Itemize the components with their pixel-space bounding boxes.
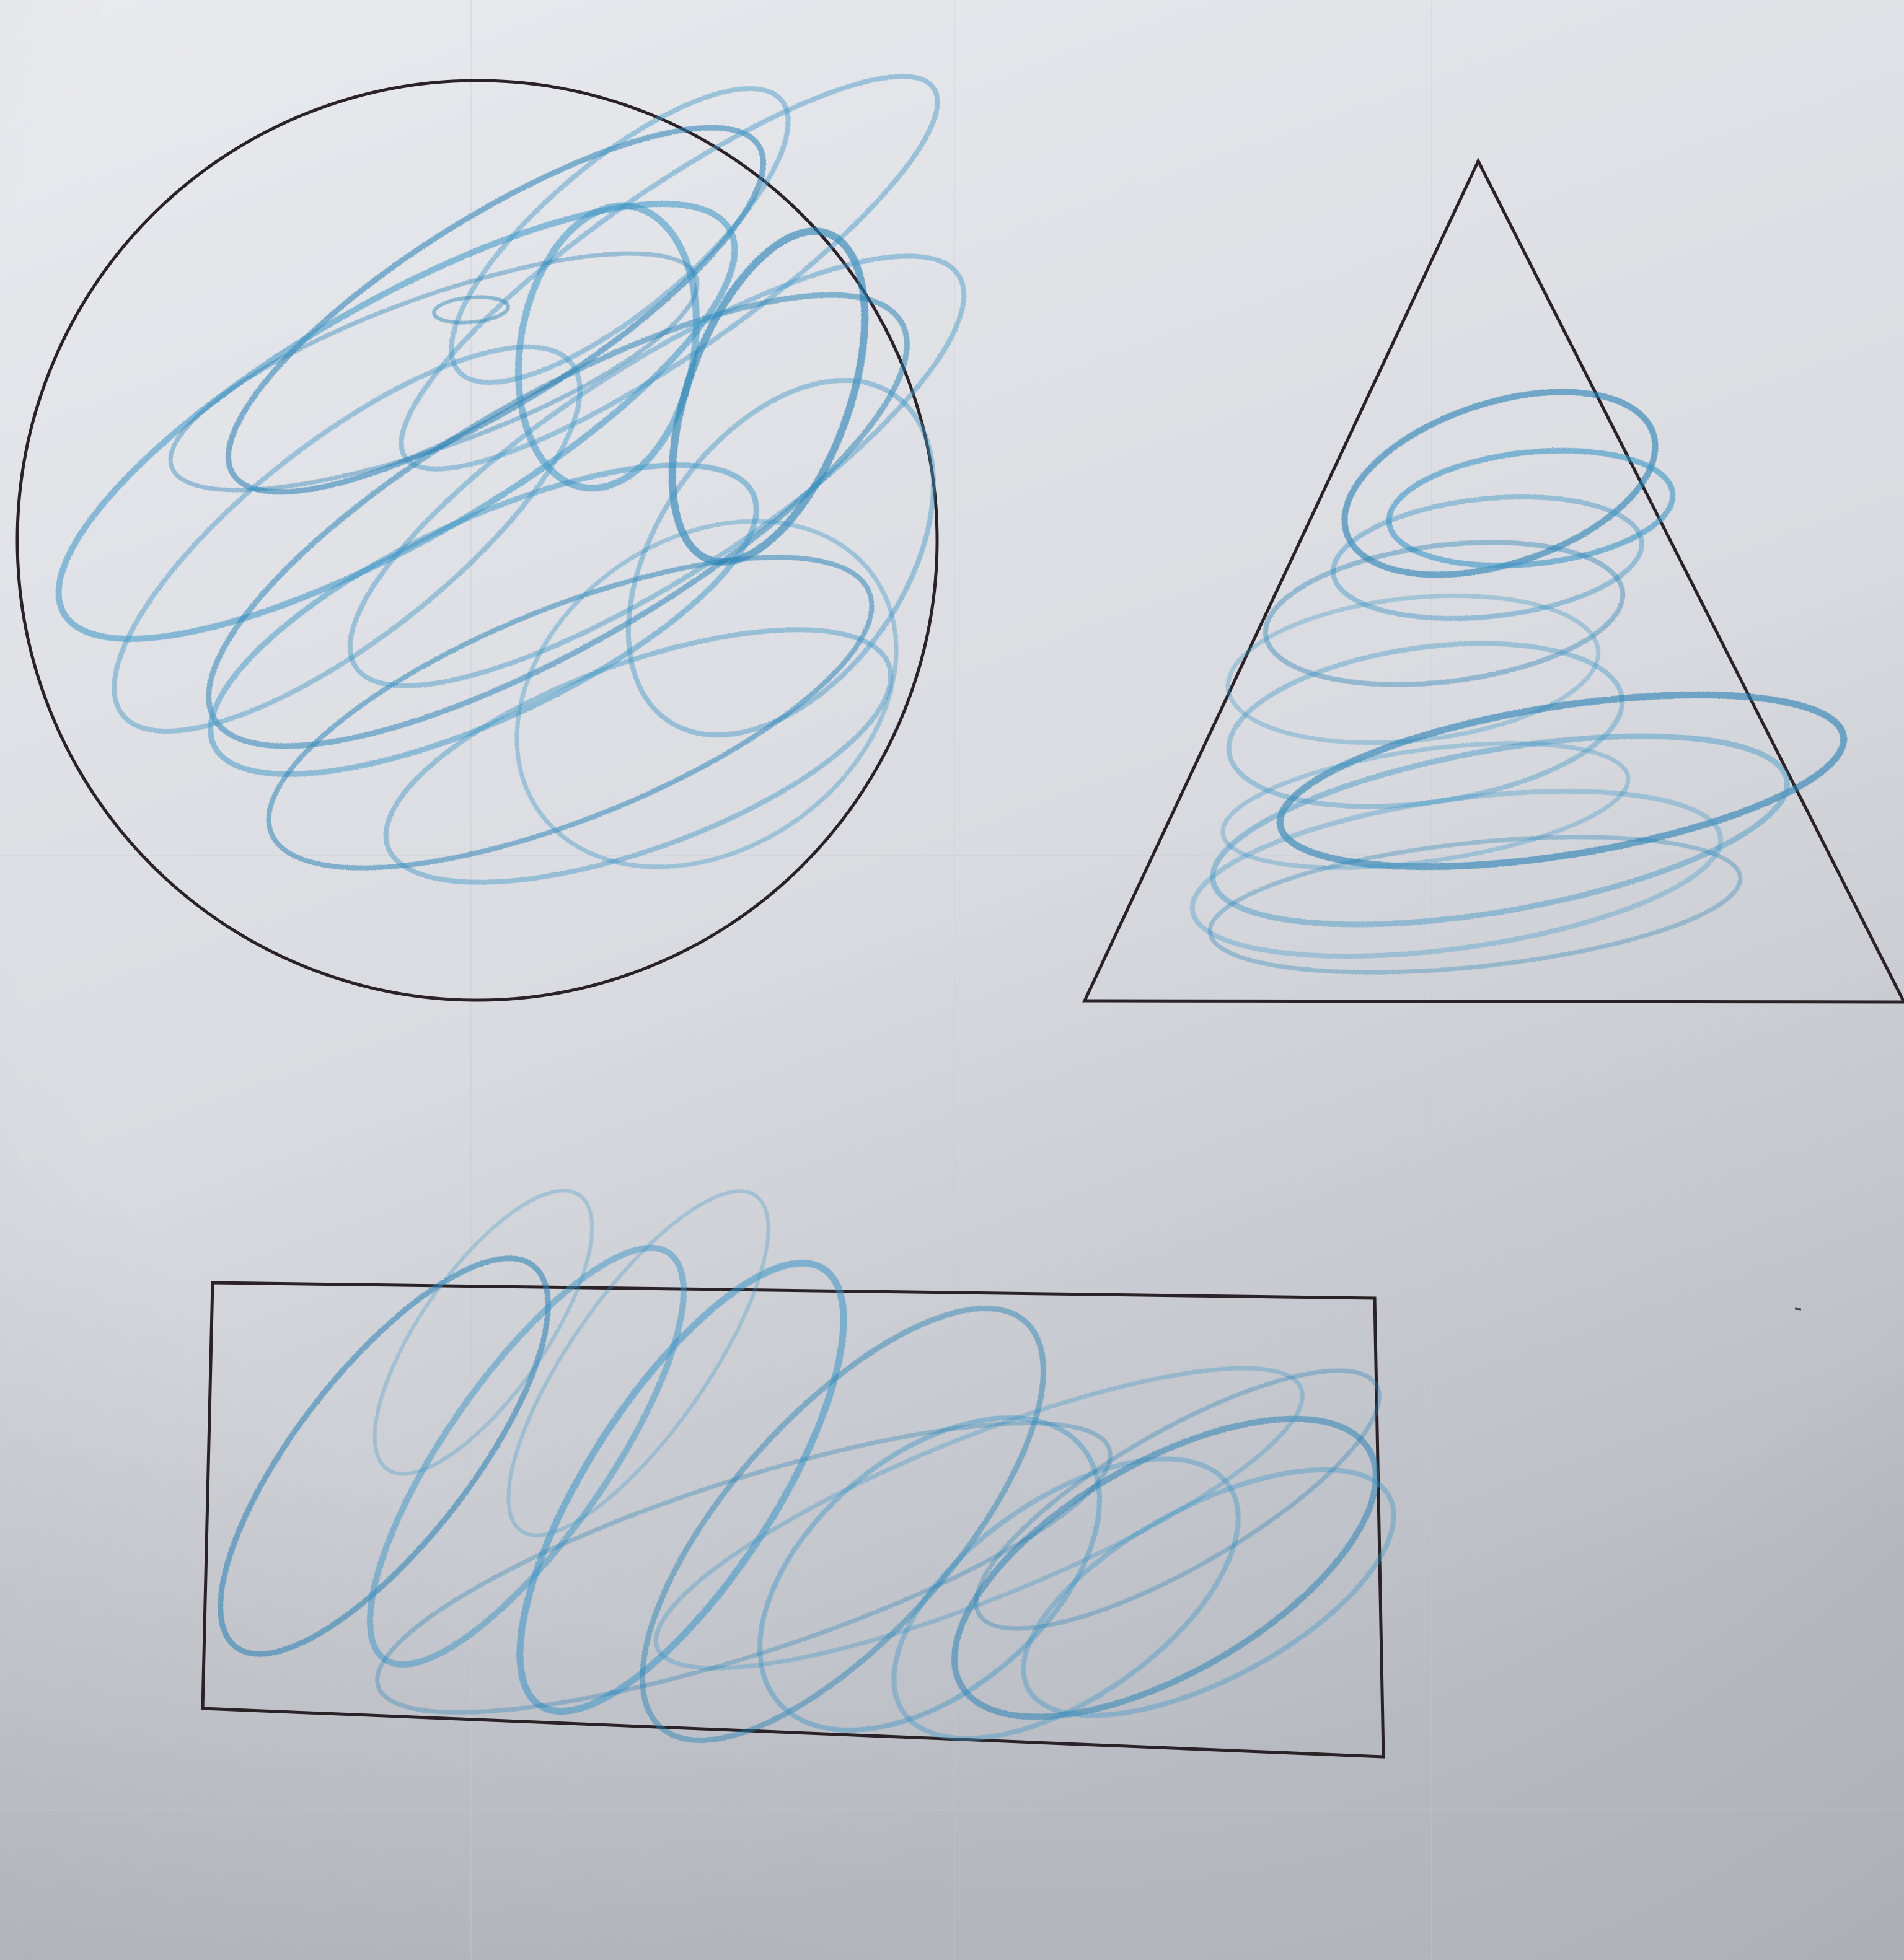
circle-outline [15, 79, 939, 1002]
scribble-loop [1225, 593, 1601, 745]
scribble-loop [1210, 733, 1790, 928]
scribble-loop [432, 295, 510, 325]
rectangle-outline [201, 1281, 1385, 1759]
scribble-loop [974, 1368, 1382, 1631]
scribble-loop [218, 1255, 551, 1657]
triangle-scribble [1189, 389, 1848, 975]
scribble-loop [375, 1421, 1113, 1715]
scribble-loop [168, 251, 700, 493]
scribble-loop [1220, 741, 1631, 870]
scribble-loop [112, 344, 583, 734]
scribble-loop [891, 1456, 1241, 1741]
scribble-loop [208, 462, 759, 777]
scribble-loop [653, 1366, 1305, 1671]
scribble-loop [266, 555, 875, 871]
scribble-loop [1189, 788, 1724, 959]
triangle-outline [1082, 157, 1904, 1004]
scribble-loop [372, 1189, 594, 1476]
scribble-loop [668, 227, 869, 566]
rectangle-scribble [218, 1189, 1396, 1743]
scribble-loop [514, 519, 899, 869]
scribble-loop [1341, 389, 1659, 578]
scribble-loop [506, 1189, 770, 1537]
scribble-loop [951, 1415, 1379, 1720]
scribble-loop [1263, 540, 1626, 687]
scribble-loop [383, 627, 894, 885]
scribble-loop [625, 377, 937, 738]
circle-scribble [55, 74, 967, 885]
scribble-loop [1207, 835, 1743, 975]
scribble-loop [347, 253, 967, 688]
scribble-loop [449, 86, 791, 385]
scribble-loop [1276, 691, 1848, 871]
